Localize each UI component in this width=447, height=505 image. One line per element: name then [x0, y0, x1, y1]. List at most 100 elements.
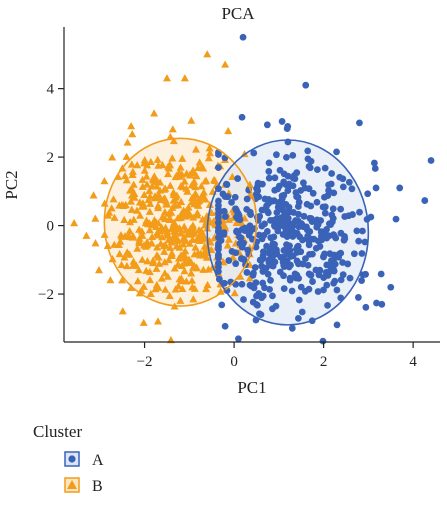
cluster-b-point	[199, 265, 208, 273]
cluster-b-point	[178, 154, 187, 162]
cluster-b-point	[164, 164, 173, 172]
cluster-a-point	[259, 292, 267, 300]
cluster-a-point	[258, 206, 266, 214]
cluster-a-point	[266, 285, 273, 293]
cluster-a-point	[228, 248, 236, 255]
cluster-b-point	[189, 223, 198, 231]
cluster-a-point	[261, 284, 268, 292]
cluster-b-point	[89, 191, 98, 199]
cluster-b-point	[189, 213, 198, 221]
cluster-b-point	[140, 159, 149, 167]
x-tick-label: 4	[409, 354, 417, 370]
cluster-a-point	[356, 119, 363, 127]
cluster-a-point	[239, 33, 247, 41]
cluster-b-point	[180, 74, 189, 82]
cluster-a-point	[280, 272, 287, 280]
cluster-b-point	[170, 196, 179, 204]
cluster-b-point	[91, 214, 100, 222]
cluster-a-point	[291, 175, 299, 183]
cluster-b-point	[153, 177, 162, 185]
cluster-b-point	[117, 260, 126, 269]
cluster-a-point	[378, 300, 386, 308]
cluster-a-point	[284, 214, 292, 222]
cluster-b-ellipse-outline	[103, 137, 258, 307]
cluster-a-point	[350, 250, 358, 258]
cluster-a-point	[255, 231, 263, 239]
cluster-b-point	[180, 177, 189, 185]
cluster-b-point	[197, 162, 206, 171]
cluster-a-point	[346, 274, 354, 282]
cluster-b-point	[128, 130, 137, 138]
cluster-a-point	[270, 233, 278, 241]
cluster-a-point	[278, 118, 286, 125]
cluster-b-point	[174, 169, 183, 177]
cluster-a-point	[283, 242, 291, 249]
cluster-a-point	[265, 174, 273, 182]
cluster-a-point	[258, 262, 266, 270]
cluster-a-point	[223, 287, 231, 294]
cluster-b-point	[143, 257, 152, 265]
cluster-b-point	[122, 176, 131, 184]
cluster-b-point	[146, 275, 155, 284]
cluster-b-point	[136, 211, 145, 219]
cluster-a-point	[289, 227, 297, 235]
cluster-b-point	[194, 226, 203, 234]
cluster-a-point	[313, 166, 321, 174]
cluster-b-point	[205, 144, 214, 152]
cluster-a-point	[273, 209, 281, 216]
cluster-b-point	[120, 215, 129, 224]
cluster-a-point	[317, 232, 325, 240]
cluster-a-point	[354, 294, 362, 301]
cluster-b-point	[205, 149, 214, 157]
cluster-a-point	[359, 271, 367, 279]
cluster-b-point	[133, 276, 142, 285]
y-tick-label: 2	[47, 150, 55, 166]
cluster-b-point	[130, 193, 139, 201]
cluster-b-point	[204, 154, 213, 162]
cluster-a-point	[321, 193, 328, 201]
cluster-a-point	[275, 198, 283, 206]
cluster-a-point	[264, 270, 272, 278]
cluster-b-point	[148, 175, 157, 183]
cluster-b-point	[197, 235, 206, 243]
cluster-b-point	[192, 172, 201, 180]
cluster-b-point	[193, 211, 202, 219]
cluster-b-point	[121, 171, 130, 180]
cluster-a-point	[319, 337, 327, 345]
cluster-b-point	[203, 50, 212, 58]
cluster-a-point	[312, 266, 320, 274]
legend-item-b: B	[64, 477, 103, 495]
x-tick-label: 0	[230, 354, 238, 370]
cluster-b-point	[138, 175, 147, 183]
cluster-a-point	[339, 271, 347, 279]
cluster-a-point	[265, 159, 273, 167]
cluster-b-point	[160, 185, 169, 193]
cluster-a-point	[240, 239, 247, 247]
cluster-b-point	[94, 266, 103, 274]
points-layer	[70, 33, 435, 345]
cluster-b-point	[164, 209, 173, 217]
cluster-b-point	[202, 176, 211, 184]
cluster-a-point	[339, 259, 346, 266]
cluster-a-point	[328, 170, 336, 177]
cluster-b-point	[236, 272, 245, 280]
ellipse-outline-layer	[103, 137, 370, 326]
cluster-b-point	[182, 169, 191, 177]
cluster-b-point	[191, 243, 200, 251]
cluster-a-point	[321, 164, 329, 172]
cluster-a-point	[258, 180, 266, 188]
cluster-a-point	[220, 229, 228, 236]
cluster-b-point	[224, 126, 233, 135]
cluster-b-point	[153, 155, 162, 163]
cluster-a-point	[309, 278, 316, 285]
cluster-b-point	[155, 259, 164, 267]
cluster-b-point	[146, 289, 155, 297]
cluster-a-point	[323, 281, 331, 289]
cluster-b-point	[173, 237, 182, 245]
cluster-a-point	[215, 252, 222, 260]
cluster-b-point	[190, 284, 199, 292]
cluster-b-point	[177, 251, 186, 259]
cluster-b-point	[116, 231, 125, 239]
cluster-a-point	[344, 260, 352, 268]
